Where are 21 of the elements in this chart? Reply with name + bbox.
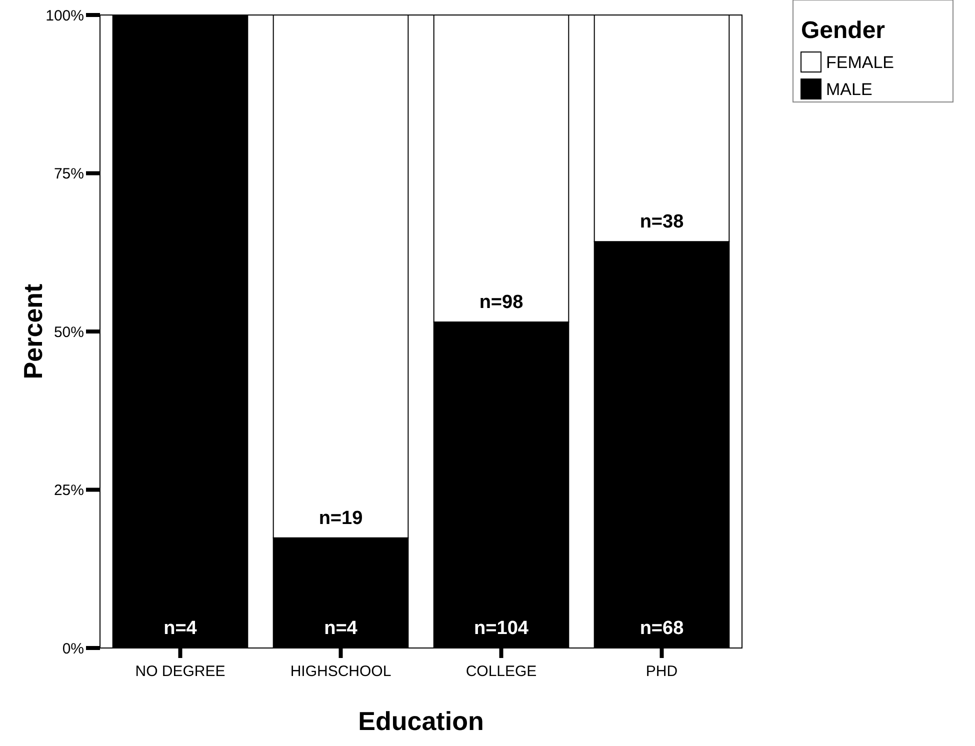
y-axis-title: Percent: [18, 283, 48, 380]
x-tick-label: NO DEGREE: [135, 663, 226, 680]
annotation: n=4: [324, 618, 358, 639]
y-tick-label: 25%: [54, 482, 84, 499]
x-axis-title: Education: [358, 706, 484, 736]
annotation: n=38: [640, 212, 684, 233]
y-tick-label: 0%: [62, 640, 84, 658]
x-tick-label: PHD: [646, 663, 678, 680]
x-tick-label: COLLEGE: [466, 663, 537, 680]
legend-label: MALE: [826, 80, 872, 99]
y-tick-label: 75%: [54, 166, 84, 182]
annotation: n=4: [164, 618, 198, 639]
y-tick-label: 50%: [54, 324, 84, 341]
legend-title: Gender: [801, 17, 886, 44]
annotation: n=98: [479, 292, 524, 314]
y-tick-label: 100%: [46, 7, 84, 24]
annotation: n=68: [640, 618, 684, 639]
annotation: n=19: [318, 508, 363, 529]
x-tick-label: HIGHSCHOOL: [290, 663, 392, 680]
annotation: n=104: [474, 618, 529, 639]
legend-label: FEMALE: [826, 53, 894, 72]
